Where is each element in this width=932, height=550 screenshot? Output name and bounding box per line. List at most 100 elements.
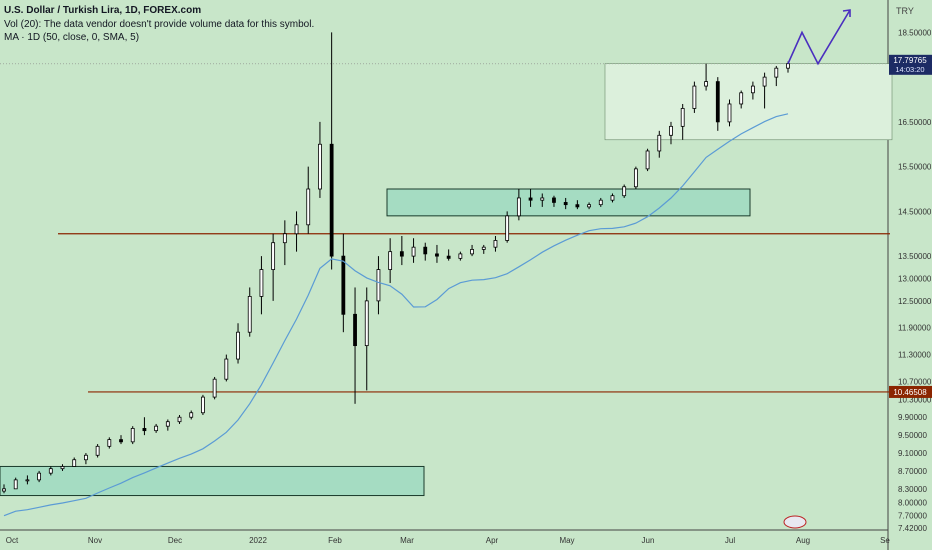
y-tick-label: 9.90000 [898, 413, 927, 422]
candle-body[interactable] [505, 215, 510, 241]
x-tick-label: May [559, 536, 574, 545]
zone-box[interactable] [0, 465, 425, 497]
candle-body[interactable] [563, 202, 568, 206]
candle-body[interactable] [669, 125, 673, 136]
candle-body[interactable] [189, 412, 194, 418]
countdown-label: 14:03:20 [895, 65, 924, 74]
x-tick-label: Se [880, 536, 890, 545]
x-tick-label: Nov [88, 536, 102, 545]
y-tick-label: 9.10000 [898, 449, 927, 458]
candle-body[interactable] [271, 242, 276, 270]
candle-body[interactable] [680, 108, 685, 127]
candle-body[interactable] [750, 85, 755, 94]
currency-label: TRY [896, 6, 914, 16]
candle-body[interactable] [645, 150, 650, 170]
candle-body[interactable] [528, 197, 533, 201]
x-tick-label: Oct [6, 536, 19, 545]
y-tick-label: 11.90000 [898, 324, 931, 333]
candle-body[interactable] [72, 459, 77, 467]
candle-body[interactable] [177, 416, 182, 423]
candle-body[interactable] [715, 81, 720, 123]
candle-body[interactable] [739, 92, 744, 105]
candle-body[interactable] [598, 199, 603, 206]
candle-body[interactable] [399, 251, 404, 257]
candle-body[interactable] [224, 358, 229, 380]
candle-body[interactable] [142, 428, 147, 432]
y-tick-label: 8.00000 [898, 498, 927, 507]
candle-body[interactable] [294, 224, 299, 235]
candle-body[interactable] [727, 103, 732, 123]
candle-body[interactable] [37, 472, 42, 481]
candle-body[interactable] [774, 67, 779, 78]
candle-body[interactable] [154, 425, 159, 432]
ma-legend[interactable]: MA · 1D (50, close, 0, SMA, 5) [4, 32, 140, 43]
candle-body[interactable] [423, 246, 428, 255]
candle-body[interactable] [364, 300, 369, 347]
candle-body[interactable] [786, 63, 790, 69]
candle-body[interactable] [411, 246, 416, 257]
candle-body[interactable] [481, 246, 486, 250]
candle-body[interactable] [692, 85, 697, 109]
candle-body[interactable] [48, 468, 53, 474]
candle-body[interactable] [318, 143, 322, 190]
candle-body[interactable] [236, 331, 240, 360]
y-tick-label: 7.42000 [898, 524, 927, 533]
y-tick-label: 15.50000 [898, 163, 932, 172]
zone-box[interactable] [386, 188, 751, 217]
volume-legend[interactable]: Vol (20): The data vendor doesn't provid… [4, 18, 315, 30]
candle-body[interactable] [388, 251, 393, 270]
event-flag-icon[interactable] [783, 515, 807, 529]
candle-body[interactable] [247, 296, 252, 333]
candle-body[interactable] [458, 253, 463, 259]
ma-line[interactable] [3, 113, 789, 517]
candle-body[interactable] [212, 378, 217, 398]
level-price-tag[interactable] [889, 385, 932, 398]
y-tick-label: 14.50000 [898, 207, 932, 216]
candle-body[interactable] [25, 479, 30, 482]
candle-body[interactable] [435, 253, 439, 257]
candle-body[interactable] [119, 439, 123, 443]
candle-body[interactable] [13, 479, 18, 490]
level-price-label: 10.46508 [893, 388, 927, 397]
candle-body[interactable] [376, 269, 381, 302]
candle-body[interactable] [2, 488, 6, 492]
y-tick-label: 10.70000 [898, 377, 932, 386]
candle-body[interactable] [329, 143, 334, 257]
candle-body[interactable] [633, 168, 638, 188]
chart-legend: U.S. Dollar / Turkish Lira, 1D, FOREX.co… [4, 4, 314, 45]
candle-body[interactable] [516, 197, 521, 217]
candle-body[interactable] [470, 249, 474, 255]
candle-body[interactable] [446, 255, 451, 259]
candle-body[interactable] [704, 81, 708, 87]
candle-body[interactable] [587, 204, 591, 208]
candle-body[interactable] [657, 134, 662, 152]
candle-body[interactable] [282, 233, 287, 244]
symbol-title[interactable]: U.S. Dollar / Turkish Lira, 1D, FOREX.co… [4, 5, 202, 16]
candle-body[interactable] [107, 439, 112, 447]
candle-body[interactable] [493, 240, 498, 248]
candle-body[interactable] [341, 255, 346, 315]
last-price-label: 17.79765 [893, 56, 927, 65]
y-tick-label: 16.50000 [898, 118, 932, 127]
candle-body[interactable] [84, 454, 88, 461]
candle-body[interactable] [259, 269, 264, 297]
candle-body[interactable] [60, 466, 65, 470]
zone-box[interactable] [604, 63, 893, 141]
candle-body[interactable] [622, 186, 627, 197]
candle-body[interactable] [201, 396, 205, 414]
candle-body[interactable] [95, 445, 100, 456]
candle-body[interactable] [540, 197, 545, 201]
candle-body[interactable] [306, 188, 311, 226]
candle-body[interactable] [552, 197, 556, 203]
last-price-tag[interactable] [889, 54, 932, 75]
candle-body[interactable] [353, 313, 357, 347]
candle-body[interactable] [610, 195, 615, 201]
y-tick-label: 13.00000 [898, 275, 932, 284]
candle-body[interactable] [130, 428, 135, 443]
projection-path[interactable] [787, 9, 851, 66]
y-tick-label: 13.50000 [898, 252, 932, 261]
candle-body[interactable] [165, 421, 170, 427]
candle-body[interactable] [575, 204, 580, 208]
candle-body[interactable] [762, 76, 767, 87]
